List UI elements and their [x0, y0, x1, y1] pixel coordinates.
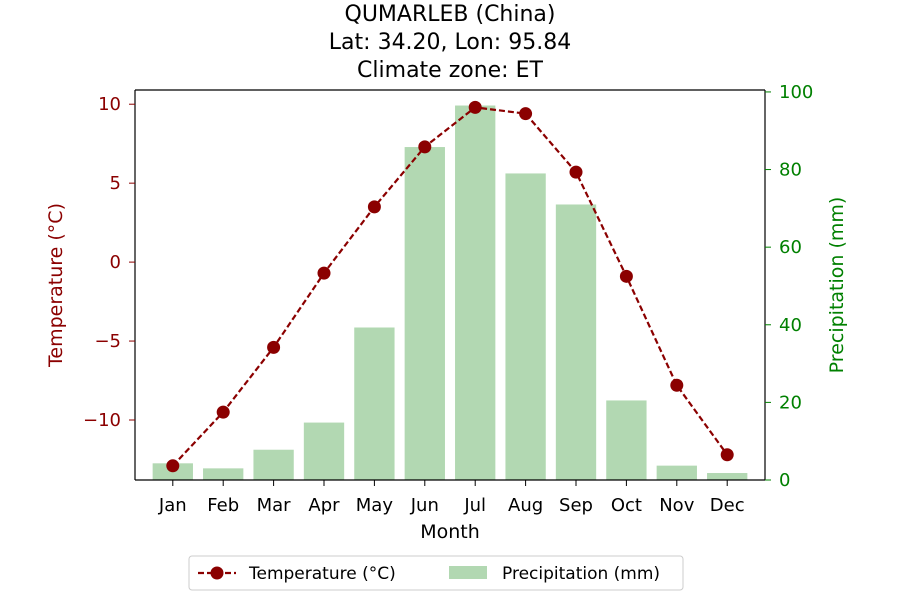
left-y-tick-label: 10	[98, 94, 121, 115]
x-tick-label-feb: Feb	[207, 495, 239, 516]
title-line-1: QUMARLEB (China)	[345, 2, 556, 27]
x-tick-label-may: May	[356, 495, 394, 516]
temperature-point-oct	[619, 269, 633, 283]
right-y-tick-label: 60	[779, 237, 802, 258]
temperature-line	[171, 106, 729, 467]
legend-precipitation-swatch	[449, 566, 487, 579]
right-y-tick-label: 80	[779, 160, 802, 181]
precipitation-bar-may	[354, 327, 395, 480]
temperature-line-layer	[166, 100, 734, 473]
precipitation-bar-aug	[505, 173, 546, 480]
legend-temperature-marker-icon	[210, 566, 224, 580]
right-y-tick-label: 0	[779, 470, 790, 491]
precipitation-bar-sep	[555, 204, 597, 481]
x-tick-label-nov: Nov	[659, 495, 694, 516]
x-tick-label-apr: Apr	[308, 495, 340, 516]
legend-frame	[188, 555, 684, 591]
title-line-2: Lat: 34.20, Lon: 95.84	[329, 30, 571, 55]
precipitation-bar-jul	[455, 105, 496, 480]
temperature-point-apr	[317, 266, 331, 280]
right-y-tick-label: 40	[779, 315, 802, 336]
legend-temperature-label: Temperature (°C)	[248, 564, 396, 584]
left-y-tick-label: 5	[110, 173, 121, 194]
temperature-point-aug	[519, 107, 533, 121]
temperature-point-may	[367, 200, 381, 214]
left-y-tick-label: −10	[83, 410, 121, 431]
legend: Temperature (°C) Precipitation (mm)	[188, 555, 684, 591]
legend-precipitation-label: Precipitation (mm)	[502, 564, 660, 584]
precipitation-bar-jun	[404, 147, 445, 480]
right-y-tick-label: 20	[779, 392, 802, 413]
x-tick-label-aug: Aug	[508, 495, 543, 516]
title-line-3: Climate zone: ET	[357, 58, 543, 83]
temperature-point-mar	[267, 340, 281, 354]
temperature-point-jul	[468, 100, 482, 114]
temperature-point-jan	[166, 459, 180, 473]
temperature-point-jun	[418, 140, 432, 154]
left-y-tick-label: 0	[110, 252, 121, 273]
right-y-tick-label: 100	[779, 82, 813, 103]
precipitation-bar-nov	[656, 465, 697, 480]
axes: Jan Feb Mar Apr May Jun Jul Aug Sep Oct Nov Dec −10 −…	[83, 82, 813, 516]
temperature-point-sep	[569, 165, 583, 179]
x-tick-label-mar: Mar	[257, 495, 292, 516]
x-tick-label-sep: Sep	[559, 495, 593, 516]
x-tick-label-jan: Jan	[158, 495, 187, 516]
temperature-point-dec	[720, 448, 734, 462]
temperature-point-feb	[216, 405, 230, 419]
temperature-point-nov	[670, 378, 684, 392]
x-tick-label-dec: Dec	[710, 495, 745, 516]
precipitation-bar-mar	[253, 449, 294, 480]
precipitation-bar-apr	[303, 422, 345, 480]
x-tick-label-jun: Jun	[410, 495, 439, 516]
x-tick-label-jul: Jul	[463, 495, 486, 516]
x-tick-label-oct: Oct	[611, 495, 642, 516]
chart-title: QUMARLEB (China) Lat: 34.20, Lon: 95.84 …	[329, 2, 571, 83]
precipitation-bar-feb	[203, 468, 244, 480]
precipitation-bar-dec	[707, 473, 748, 480]
y-axis-label-left: Temperature (°C)	[45, 203, 67, 368]
y-axis-label-right: Precipitation (mm)	[826, 197, 848, 374]
precipitation-bars	[152, 105, 748, 481]
x-axis-label: Month	[420, 521, 480, 543]
precipitation-bar-oct	[606, 400, 647, 480]
left-y-tick-label: −5	[94, 331, 121, 352]
